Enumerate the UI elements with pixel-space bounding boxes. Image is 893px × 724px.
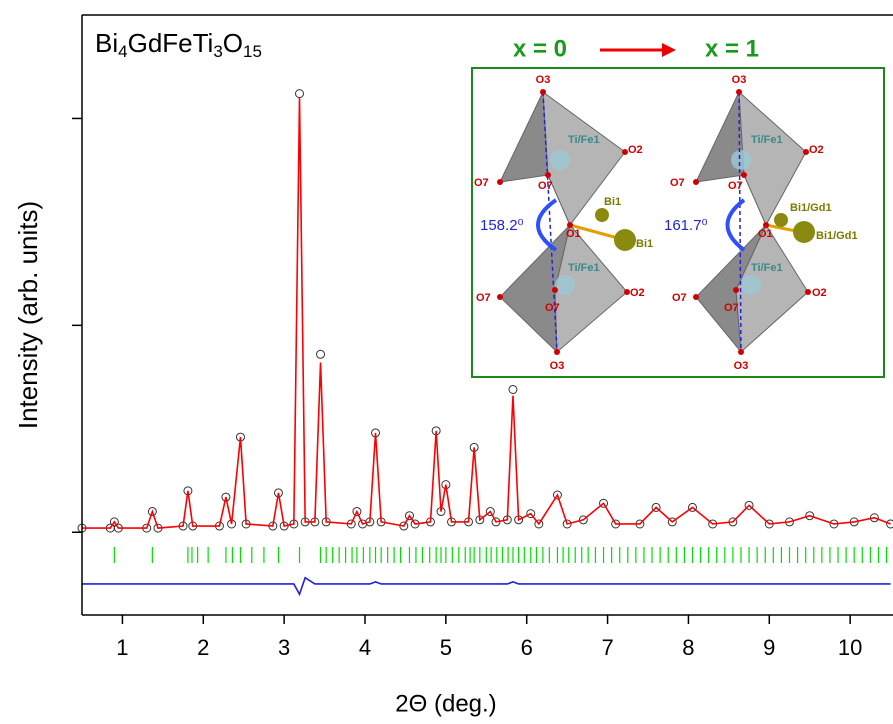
inset: x = 0 x = 1 O3 O2 O7 Ti/Fe1 O7 Bi1 O1 Bi… [471,35,885,378]
x-tick-label: 4 [359,635,371,660]
atom-label: Bi1/Gd1 [790,202,832,214]
observed-point [805,511,815,521]
atom-label: O3 [536,74,551,86]
atom-label: O2 [812,287,827,299]
axis-line [738,91,742,353]
observed-point [295,89,305,99]
angle-arc [725,198,746,252]
difference-line [82,576,891,597]
atom-label: O3 [734,360,749,372]
atom-label: O3 [550,360,565,372]
atom-label: O7 [474,177,489,189]
observed-point [667,517,677,527]
axis-line [542,91,558,353]
structure-right: O3 O2 O7 Ti/Fe1 O7 Bi1/Gd1 O1 Bi1/Gd1 O7… [664,74,858,372]
atom-label: Ti/Fe1 [751,134,783,146]
structure-left: O3 O2 O7 Ti/Fe1 O7 Bi1 O1 Bi1 O7 Ti/Fe1 … [474,74,653,372]
observed-point [404,511,414,521]
atom [793,221,815,243]
observed-point [562,519,572,529]
atom-label: Bi1 [636,238,653,250]
x-tick-label: 9 [763,635,775,660]
arrow-head [662,43,676,57]
x-axis-label: 2Θ (deg.) [395,690,496,717]
atom-label: O7 [545,302,560,314]
x-tick-label: 3 [278,635,290,660]
atom-label: O1 [758,228,773,240]
atom-label: O7 [670,177,685,189]
x-tick-label: 5 [440,635,452,660]
inset-title: x = 0 [513,35,567,62]
angle-arc [536,198,558,252]
x-tick-label: 8 [682,635,694,660]
atom-label: O2 [630,287,645,299]
x-tick-label: 2 [197,635,209,660]
plot-area [77,89,893,597]
x-tick-label: 1 [116,635,128,660]
y-axis-label: Intensity (arb. units) [13,201,43,429]
atom-label: O7 [728,180,743,192]
observed-point [552,490,562,500]
atoms-o [693,89,811,355]
atom [774,213,788,227]
observed-point [147,507,157,517]
observed-point [534,519,544,529]
angle-label: 158.2⁰ [480,217,524,234]
observed-point [221,492,231,502]
observed-point [352,507,362,517]
observed-point [651,502,661,512]
atom-label: O7 [538,180,553,192]
atom-label: O2 [809,144,824,156]
atom-label: O7 [724,302,739,314]
atom-label: Ti/Fe1 [568,262,600,274]
observed-point [508,384,518,394]
calculated-line [82,97,891,529]
atoms-o [497,89,630,355]
atom-label: Bi1/Gd1 [816,230,858,242]
atom [555,275,575,295]
atom-label: O1 [566,228,581,240]
observed-point [316,349,326,359]
atom [731,150,751,170]
atom-label: Ti/Fe1 [751,262,783,274]
atom [741,275,761,295]
observed-point [599,498,609,508]
atom-label: O7 [476,292,491,304]
angle-label: 161.7⁰ [664,217,708,234]
formula: Bi4GdFeTi3O15 [95,28,262,62]
atom-label: Bi1 [604,196,621,208]
observed-point [578,515,588,525]
inset-title: x = 1 [705,35,759,62]
x-tick-label: 10 [838,635,862,660]
x-tick-label: 7 [601,635,613,660]
observed-point [687,502,697,512]
atom [550,150,570,170]
observed-point [869,513,879,523]
observed-point [744,500,754,510]
x-tick-label: 6 [521,635,533,660]
observed-point [886,519,893,529]
atom [614,229,636,251]
atom-label: O7 [672,292,687,304]
atom-label: Ti/Fe1 [568,134,600,146]
observed-point [526,509,536,519]
observed-point [485,507,495,517]
atom-label: O3 [732,74,747,86]
atom-label: O2 [628,144,643,156]
observed-point [109,517,119,527]
atom [595,208,609,222]
